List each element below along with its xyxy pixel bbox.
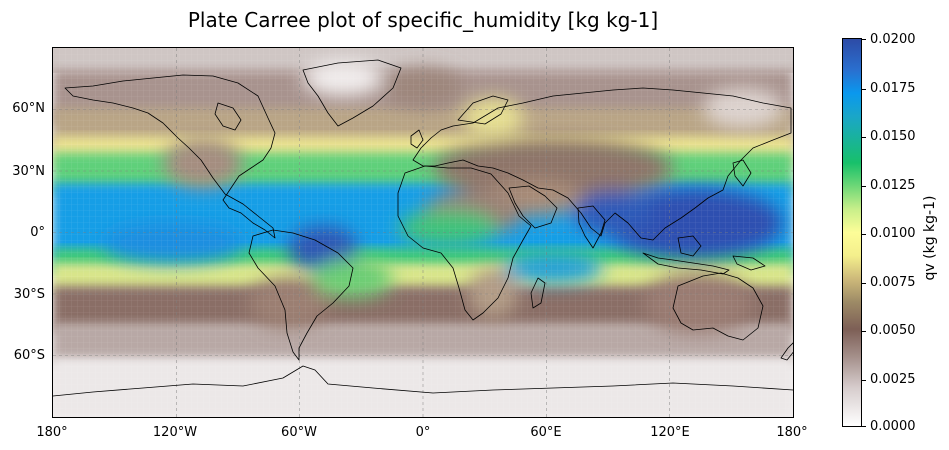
coastline-hudson-bay bbox=[214, 102, 242, 131]
colorbar-tick bbox=[862, 39, 866, 40]
colorbar-label-6: 0.0150 bbox=[870, 129, 916, 144]
lon-label-60w: 60°W bbox=[281, 425, 317, 440]
colorbar-tick bbox=[862, 380, 866, 381]
coastline-antarctica bbox=[53, 365, 793, 397]
map-gridlines bbox=[53, 48, 793, 417]
colorbar-label-7: 0.0175 bbox=[870, 81, 916, 96]
colorbar bbox=[842, 38, 862, 427]
coastline-eurasia bbox=[412, 87, 792, 241]
coastline-borneo bbox=[677, 235, 702, 257]
coastline-japan bbox=[732, 159, 752, 187]
lat-label-30n: 30°N bbox=[12, 164, 45, 179]
coastline-new-guinea bbox=[732, 255, 766, 271]
coastline-madagascar bbox=[530, 277, 546, 309]
coastline-indonesia bbox=[642, 252, 730, 275]
colorbar-label-2: 0.0050 bbox=[870, 323, 916, 338]
humidity-map[interactable] bbox=[53, 48, 793, 417]
colorbar-label-8: 0.0200 bbox=[870, 32, 916, 47]
colorbar-tick bbox=[862, 283, 866, 284]
colorbar-tick bbox=[862, 186, 866, 187]
coastline-south-america bbox=[248, 229, 354, 361]
lon-label-180w: 180° bbox=[36, 425, 68, 440]
coastline-india bbox=[577, 205, 606, 249]
lon-label-60e: 60°E bbox=[530, 425, 562, 440]
colorbar-label-0: 0.0000 bbox=[870, 419, 916, 434]
coastline-scandinavia bbox=[457, 95, 509, 125]
colorbar-tick bbox=[862, 89, 866, 90]
coastline-new-zealand bbox=[780, 342, 793, 361]
coastline-greenland bbox=[302, 59, 402, 127]
map-panel[interactable] bbox=[52, 47, 794, 418]
colorbar-label-4: 0.0100 bbox=[870, 226, 916, 241]
coastline-australia bbox=[672, 272, 764, 341]
lon-label-180e: 180° bbox=[776, 425, 808, 440]
coastline-arabia bbox=[508, 185, 558, 229]
colorbar-label-1: 0.0025 bbox=[870, 372, 916, 387]
lat-label-60n: 60°N bbox=[12, 101, 45, 116]
lon-label-120e: 120°E bbox=[650, 425, 690, 440]
lat-label-60s: 60°S bbox=[13, 348, 45, 363]
plot-title: Plate Carree plot of specific_humidity [… bbox=[187, 8, 659, 32]
colorbar-tick bbox=[862, 426, 866, 427]
lat-label-0: 0° bbox=[30, 225, 45, 240]
colorbar-label-3: 0.0075 bbox=[870, 275, 916, 290]
colorbar-title: qv (kg kg-1) bbox=[922, 195, 938, 281]
colorbar-tick bbox=[862, 234, 866, 235]
coastline-africa bbox=[397, 165, 532, 321]
coastline-north-america bbox=[64, 74, 276, 239]
lon-label-120w: 120°W bbox=[152, 425, 198, 440]
colorbar-tick bbox=[862, 331, 866, 332]
lon-label-0: 0° bbox=[415, 425, 431, 440]
coastlines bbox=[53, 59, 793, 397]
coastline-uk bbox=[410, 129, 424, 149]
lat-label-30s: 30°S bbox=[13, 287, 45, 302]
colorbar-label-5: 0.0125 bbox=[870, 178, 916, 193]
colorbar-tick bbox=[862, 137, 866, 138]
